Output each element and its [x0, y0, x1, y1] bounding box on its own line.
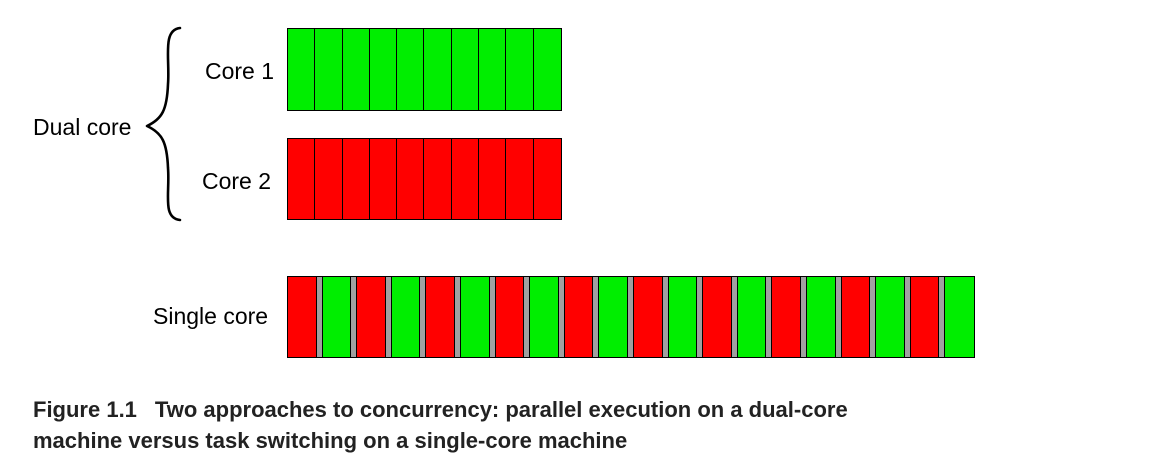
core2-slice [479, 139, 507, 219]
context-switch-slice [870, 277, 877, 357]
context-switch-slice [697, 277, 704, 357]
core2-slice [506, 139, 534, 219]
core2-slice [315, 139, 343, 219]
core1-slice [424, 29, 452, 110]
context-switch-slice [351, 277, 358, 357]
core2-slice [369, 139, 398, 219]
single-core-slice [668, 277, 698, 357]
core1-label: Core 1 [205, 58, 275, 84]
core2-slice [342, 139, 370, 219]
context-switch-slice [316, 277, 323, 357]
context-switch-slice [489, 277, 496, 357]
curly-brace-icon [145, 26, 182, 222]
core1-slice [288, 29, 316, 110]
core1-slice [342, 29, 370, 110]
single-core-slice [910, 277, 940, 357]
single-core-slice [703, 277, 732, 357]
core1-slice [533, 29, 561, 110]
core1-slice [369, 29, 398, 110]
figure-number: Figure 1.1 [33, 397, 137, 422]
context-switch-slice [454, 277, 461, 357]
single-core-slice [357, 277, 386, 357]
caption-text-line1: Two approaches to concurrency: parallel … [154, 397, 848, 422]
core1-slice [479, 29, 507, 110]
dual-core-label: Dual core [33, 114, 132, 140]
context-switch-slice [524, 277, 531, 357]
single-core-slice [460, 277, 490, 357]
context-switch-slice [939, 277, 946, 357]
single-core-slice [530, 277, 559, 357]
core2-slice [424, 139, 452, 219]
context-switch-slice [766, 277, 773, 357]
context-switch-slice [835, 277, 842, 357]
single-core-slice [876, 277, 905, 357]
core2-slice [288, 139, 316, 219]
figure-caption: Figure 1.1 Two approaches to concurrency:… [33, 394, 1133, 456]
core1-timeline [287, 28, 562, 111]
context-switch-slice [662, 277, 669, 357]
single-core-timeline [287, 276, 975, 358]
core2-label: Core 2 [202, 168, 272, 194]
single-core-slice [806, 277, 836, 357]
single-core-slice [841, 277, 871, 357]
context-switch-slice [800, 277, 807, 357]
context-switch-slice [420, 277, 427, 357]
context-switch-slice [731, 277, 738, 357]
single-core-slice [564, 277, 594, 357]
core2-slice [533, 139, 561, 219]
context-switch-slice [904, 277, 911, 357]
core1-slice [397, 29, 425, 110]
context-switch-slice [558, 277, 565, 357]
core1-slice [451, 29, 480, 110]
single-core-slice [737, 277, 767, 357]
context-switch-slice [593, 277, 600, 357]
single-core-slice [945, 277, 974, 357]
core2-timeline [287, 138, 562, 220]
single-core-slice [633, 277, 663, 357]
single-core-label: Single core [153, 303, 269, 329]
single-core-slice [599, 277, 628, 357]
core2-slice [451, 139, 480, 219]
caption-text-line2: machine versus task switching on a singl… [33, 428, 628, 453]
single-core-slice [426, 277, 455, 357]
single-core-slice [391, 277, 421, 357]
core1-slice [315, 29, 343, 110]
core2-slice [397, 139, 425, 219]
core1-slice [506, 29, 534, 110]
single-core-slice [772, 277, 801, 357]
single-core-slice [322, 277, 352, 357]
context-switch-slice [627, 277, 634, 357]
context-switch-slice [385, 277, 392, 357]
single-core-slice [495, 277, 525, 357]
single-core-slice [288, 277, 317, 357]
